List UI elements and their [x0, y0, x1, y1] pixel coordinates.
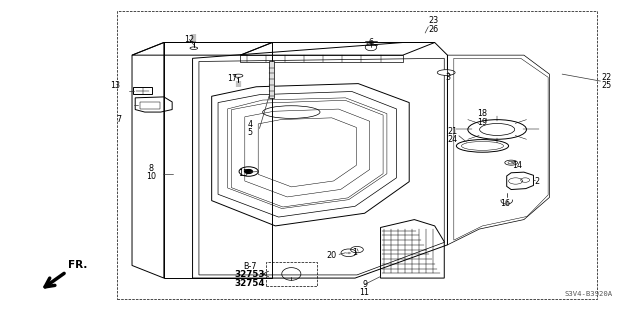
Text: 17: 17: [227, 74, 237, 83]
Text: 5: 5: [247, 128, 252, 137]
Polygon shape: [269, 62, 274, 98]
Text: 32753: 32753: [235, 271, 265, 279]
Text: 21: 21: [447, 127, 458, 136]
Circle shape: [245, 170, 252, 174]
Ellipse shape: [234, 74, 243, 77]
Text: 26: 26: [428, 25, 438, 34]
Text: 9: 9: [362, 280, 367, 289]
Text: 15: 15: [239, 169, 248, 178]
Ellipse shape: [190, 47, 198, 49]
Text: S3V4-B3920A: S3V4-B3920A: [565, 291, 613, 297]
Text: 20: 20: [326, 251, 337, 260]
Text: 2: 2: [534, 177, 540, 186]
Text: 32754: 32754: [235, 279, 265, 288]
Bar: [266, 262, 317, 286]
FancyBboxPatch shape: [133, 87, 152, 94]
Text: 4: 4: [248, 120, 252, 129]
Text: 7: 7: [116, 115, 122, 124]
Text: 6: 6: [369, 38, 374, 47]
Text: 23: 23: [428, 17, 438, 26]
Text: B-7: B-7: [243, 262, 257, 271]
Text: 1: 1: [353, 248, 358, 257]
Ellipse shape: [456, 140, 509, 152]
Ellipse shape: [505, 160, 518, 165]
Text: 16: 16: [500, 199, 510, 208]
Text: 18: 18: [477, 109, 488, 118]
Text: 8: 8: [148, 165, 154, 174]
Text: 24: 24: [447, 135, 458, 145]
Ellipse shape: [437, 70, 455, 75]
Text: 10: 10: [146, 172, 156, 182]
Text: 14: 14: [513, 161, 522, 170]
Text: 3: 3: [445, 73, 450, 82]
Text: 19: 19: [477, 118, 488, 127]
Text: 12: 12: [184, 35, 195, 44]
Text: 11: 11: [360, 288, 370, 297]
Text: 25: 25: [602, 81, 612, 90]
Text: FR.: FR.: [68, 260, 88, 270]
Text: 22: 22: [602, 73, 612, 82]
Text: 13: 13: [110, 81, 120, 90]
